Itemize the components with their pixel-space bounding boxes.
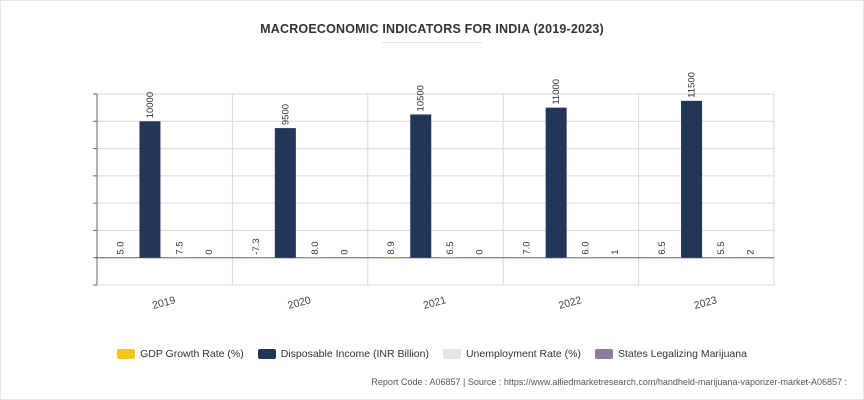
- bar: [274, 128, 296, 258]
- x-tick-label: 2023: [693, 294, 719, 312]
- x-tick-label: 2022: [557, 294, 583, 312]
- data-label: 5.5: [716, 241, 727, 254]
- data-label: 10000: [145, 92, 156, 118]
- data-label: 10500: [416, 85, 427, 111]
- legend-swatch: [257, 349, 276, 359]
- data-label: 9500: [280, 104, 291, 125]
- chart-title: MACROECONOMIC INDICATORS FOR INDIA (2019…: [260, 22, 604, 36]
- legend-label: GDP Growth Rate (%): [140, 348, 244, 360]
- data-label: 0: [339, 249, 350, 254]
- bar: [139, 121, 161, 258]
- data-label: 1: [610, 249, 621, 254]
- data-label: 6.5: [445, 241, 456, 254]
- data-label: 11000: [551, 79, 562, 105]
- data-label: 7.0: [522, 241, 533, 254]
- bar: [410, 114, 432, 258]
- bar: [681, 100, 703, 258]
- x-tick-label: 2021: [422, 294, 448, 312]
- data-label: -7.3: [251, 238, 262, 254]
- legend-swatch: [117, 349, 136, 359]
- legend-item[interactable]: GDP Growth Rate (%): [117, 348, 244, 360]
- data-label: 8.9: [386, 241, 397, 254]
- data-label: 5.0: [115, 241, 126, 254]
- chart-legend: GDP Growth Rate (%) Disposable Income (IN…: [0, 348, 864, 360]
- data-label: 6.0: [581, 241, 592, 254]
- legend-label: States Legalizing Marijuana: [617, 348, 747, 360]
- data-label: 0: [204, 249, 215, 254]
- x-tick-label: 2020: [286, 294, 312, 312]
- data-label: 8.0: [310, 241, 321, 254]
- title-underline: [382, 42, 482, 43]
- bar-chart: 5.0 10000 7.5 0 2019 -7.3 9500 8.0 0 2020 8.9 10500…: [93, 72, 775, 312]
- legend-item[interactable]: Disposable Income (INR Billion): [257, 348, 429, 360]
- legend-swatch: [594, 349, 613, 359]
- legend-item[interactable]: States Legalizing Marijuana: [594, 348, 747, 360]
- data-label: 0: [475, 249, 486, 254]
- data-label: 6.5: [657, 241, 668, 254]
- legend-swatch: [442, 349, 461, 359]
- bar: [545, 107, 567, 258]
- legend-label: Unemployment Rate (%): [465, 348, 581, 360]
- data-label: 11500: [687, 72, 698, 98]
- data-label: 7.5: [174, 241, 185, 254]
- report-footer: Report Code : A06857 | Source : https://…: [371, 377, 847, 387]
- x-tick-label: 2019: [151, 294, 177, 312]
- legend-label: Disposable Income (INR Billion): [280, 348, 429, 360]
- legend-item[interactable]: Unemployment Rate (%): [442, 348, 581, 360]
- data-label: 2: [746, 249, 757, 254]
